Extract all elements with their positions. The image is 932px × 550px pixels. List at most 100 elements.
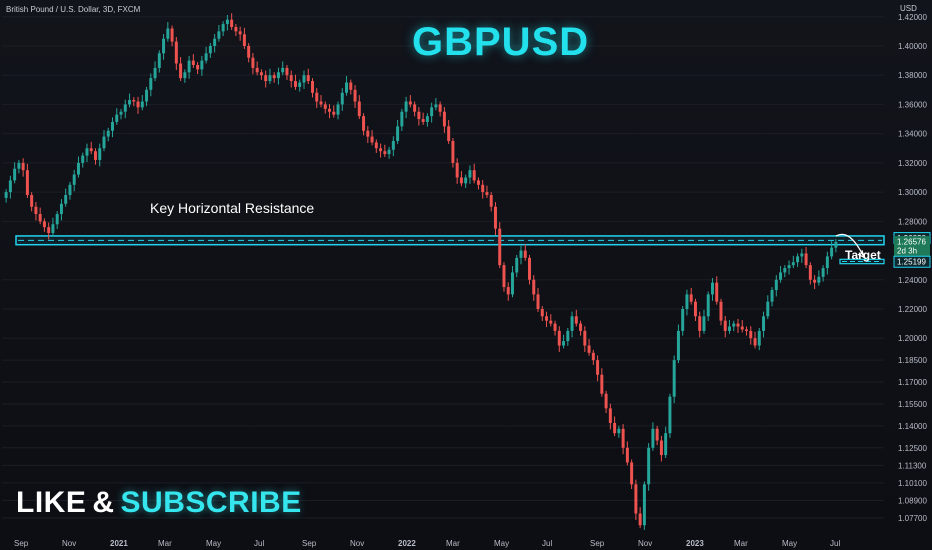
candle-body: [353, 89, 357, 102]
time-tick-label: Jul: [542, 539, 552, 548]
candle-body: [183, 72, 187, 79]
candle-body: [425, 116, 429, 122]
candle-body: [676, 330, 680, 361]
time-tick-label: Jul: [254, 539, 264, 548]
time-tick-label: 2021: [110, 539, 128, 548]
candle-body: [710, 282, 714, 295]
candle-body: [89, 148, 93, 152]
candle-body: [749, 330, 753, 339]
candle-body: [55, 214, 59, 225]
candles: [4, 13, 865, 530]
candle-body: [604, 393, 608, 409]
candle-body: [702, 316, 706, 331]
candle-body: [732, 323, 736, 327]
candle-body: [472, 170, 476, 181]
candle-body: [102, 136, 106, 149]
candle-body: [681, 308, 685, 331]
candle-body: [255, 67, 259, 73]
candle-body: [464, 177, 468, 184]
time-tick-label: May: [494, 539, 509, 548]
candle-body: [549, 320, 553, 324]
candle-body: [400, 111, 404, 127]
time-tick-label: 2023: [686, 539, 704, 548]
candle-body: [813, 279, 817, 283]
time-tick-label: 2022: [398, 539, 416, 548]
candle-body: [519, 250, 523, 258]
candle-body: [808, 265, 812, 280]
candle-body: [174, 41, 178, 64]
symbol-header: British Pound / U.S. Dollar, 3D, FXCM: [6, 5, 141, 14]
candle-body: [383, 151, 387, 155]
candle-body: [698, 316, 702, 331]
candle-body: [357, 101, 361, 117]
time-tick-label: Mar: [446, 539, 460, 548]
candle-body: [557, 330, 561, 346]
candle-body: [276, 72, 280, 79]
candle-body: [85, 148, 89, 156]
candle-body: [336, 104, 340, 115]
candle-body: [38, 214, 42, 222]
candle-body: [408, 101, 412, 105]
candle-body: [251, 57, 255, 68]
price-badge-text: 1.25199: [897, 258, 926, 267]
candle-body: [136, 101, 140, 108]
candle-body: [51, 224, 55, 234]
time-tick-label: Sep: [302, 539, 317, 548]
candle-body: [281, 67, 285, 73]
candle-body: [655, 428, 659, 441]
candle-body: [762, 316, 766, 331]
candle-body: [187, 60, 191, 73]
chart-title: GBPUSD: [412, 20, 590, 64]
price-badge-text: 2d 3h: [897, 247, 917, 256]
candle-body: [736, 323, 740, 327]
price-tick-label: 1.28000: [898, 217, 927, 226]
cta-amp: &: [92, 486, 115, 519]
price-tick-label: 1.07700: [898, 514, 927, 523]
candle-body: [289, 75, 293, 82]
candle-body: [796, 256, 800, 263]
candle-body: [723, 320, 727, 331]
candle-body: [502, 265, 506, 288]
target-arrow-icon: [835, 233, 865, 258]
candle-body: [579, 323, 583, 331]
grid: [2, 16, 884, 519]
candle-body: [583, 330, 587, 346]
time-tick-label: Nov: [350, 539, 364, 548]
candle-body: [493, 206, 497, 229]
candle-body: [204, 53, 208, 61]
price-tick-label: 1.38000: [898, 71, 927, 80]
candle-body: [668, 396, 672, 434]
candle-body: [30, 195, 34, 207]
price-badge: [894, 245, 930, 257]
candle-body: [613, 422, 617, 434]
candle-body: [608, 408, 612, 423]
candle-body: [804, 253, 808, 266]
price-tick-label: 1.30000: [898, 188, 927, 197]
candle-body: [349, 82, 353, 90]
candle-body: [170, 28, 174, 42]
candle-body: [447, 126, 451, 141]
candle-body: [566, 330, 570, 342]
resistance-label: Key Horizontal Resistance: [150, 200, 315, 216]
price-badge: [893, 255, 931, 268]
candle-body: [47, 227, 51, 234]
candle-body: [485, 192, 489, 196]
candle-body: [119, 111, 123, 115]
candle-body: [617, 428, 621, 434]
candle-body: [247, 45, 251, 58]
candle-body: [532, 279, 536, 295]
candle-body: [574, 316, 578, 324]
time-tick-label: May: [782, 539, 797, 548]
price-tick-label: 1.11300: [898, 461, 927, 470]
price-badge: [894, 236, 930, 248]
time-tick-label: Mar: [158, 539, 172, 548]
candle-body: [242, 34, 246, 46]
candle-body: [536, 294, 540, 309]
price-tick-label: 1.40000: [898, 42, 927, 51]
candle-body: [149, 78, 153, 90]
candle-body: [719, 301, 723, 321]
time-tick-label: Mar: [734, 539, 748, 548]
candle-body: [689, 294, 693, 302]
